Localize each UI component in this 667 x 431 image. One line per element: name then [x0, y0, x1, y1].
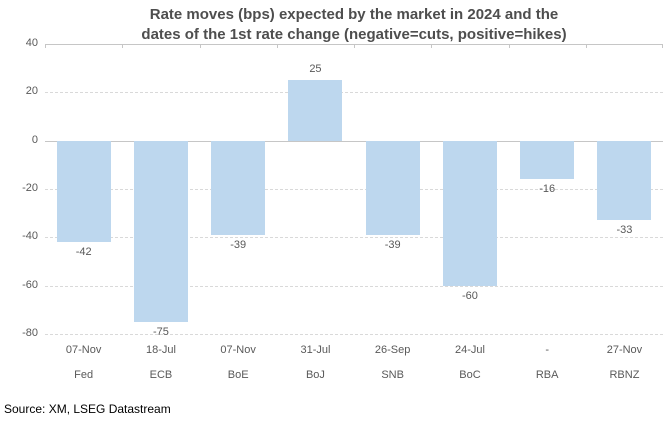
- x-axis-date-label: 26-Sep: [374, 344, 411, 356]
- x-axis-bank-label: RBA: [535, 369, 559, 381]
- chart-title: Rate moves (bps) expected by the market …: [45, 5, 663, 45]
- bar-value-label: -75: [152, 325, 169, 338]
- y-axis-tick-label: -40: [22, 230, 38, 243]
- x-axis-date-label: 18-Jul: [145, 344, 176, 356]
- bar-value-label: -39: [230, 238, 247, 251]
- bar-fed: [56, 140, 111, 243]
- x-axis-bank-label: Fed: [74, 369, 94, 381]
- x-axis-date-label: 07-Nov: [65, 344, 102, 356]
- x-axis-bank-label: BoC: [459, 369, 481, 381]
- category-tick: [122, 44, 123, 48]
- bar-rbnz: [597, 140, 652, 221]
- plot-area: 40 20 0 -20 -40 -60 -80 -42 07-Nov Fed -75 18-Jul EC…: [22, 37, 663, 381]
- y-axis-tick-label: -80: [22, 327, 38, 339]
- chart-title-line1: Rate moves (bps) expected by the market …: [149, 6, 559, 23]
- x-axis-date-label: 24-Jul: [454, 344, 485, 356]
- bar-value-label: 25: [309, 63, 322, 76]
- bar-value-label: -39: [384, 238, 401, 251]
- x-axis-date-label: 31-Jul: [300, 344, 331, 356]
- source-text: Source: XM, LSEG Datastream: [4, 402, 171, 416]
- bar-value-label: -60: [461, 289, 478, 302]
- x-axis-bank-label: RBNZ: [609, 369, 640, 381]
- category-tick: [662, 44, 663, 48]
- zero-gridline: [45, 140, 663, 142]
- y-axis-tick-label: -20: [22, 182, 38, 194]
- chart-title-line2: dates of the 1st rate change (negative=c…: [141, 26, 567, 43]
- gridline: [45, 334, 663, 335]
- bar-boc: [442, 140, 497, 286]
- y-axis-tick-label: 0: [31, 133, 38, 146]
- y-axis-tick-label: -60: [22, 278, 38, 291]
- gridline: [45, 92, 663, 94]
- bar-rba: [520, 140, 575, 180]
- bar-value-label: -33: [616, 224, 633, 237]
- bar-snb: [365, 140, 420, 235]
- gridline: [45, 237, 663, 239]
- x-axis-bank-label: SNB: [381, 369, 404, 381]
- x-axis-date-label: 07-Nov: [220, 344, 256, 356]
- gridline: [45, 285, 663, 287]
- category-tick: [277, 44, 278, 48]
- y-axis-tick-label: 20: [25, 85, 38, 98]
- gridline: [45, 189, 663, 190]
- category-tick: [509, 44, 510, 48]
- x-axis-bank-label: ECB: [149, 369, 173, 381]
- x-axis-bank-label: BoJ: [305, 369, 325, 381]
- category-tick: [45, 44, 46, 48]
- category-tick: [200, 44, 201, 48]
- category-tick: [586, 44, 587, 48]
- bar-boj: [288, 80, 343, 141]
- bar-boe: [211, 140, 266, 235]
- bar-ecb: [133, 140, 188, 322]
- bar-value-label: -42: [75, 246, 92, 259]
- category-tick: [431, 44, 432, 48]
- bar-value-label: -16: [539, 183, 556, 196]
- y-axis-tick-label: 40: [25, 37, 38, 49]
- x-axis-date-label: 27-Nov: [606, 344, 643, 356]
- category-tick: [354, 44, 355, 48]
- x-axis-bank-label: BoE: [227, 369, 249, 381]
- x-axis-date-label: -: [545, 344, 549, 356]
